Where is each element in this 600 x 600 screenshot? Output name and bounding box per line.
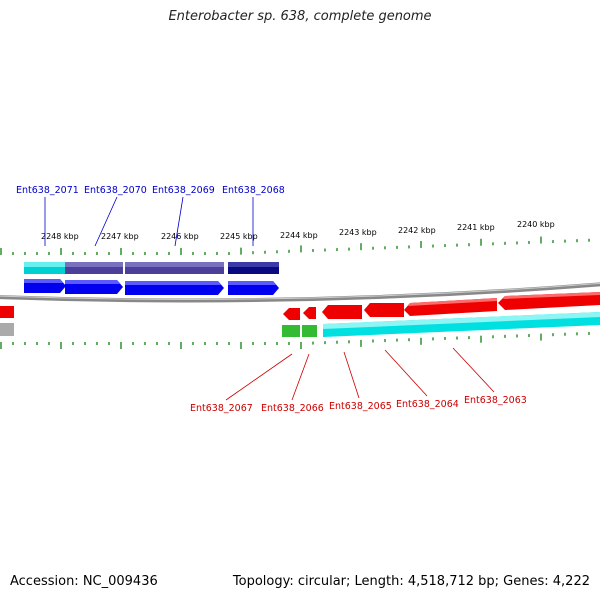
cog-bar-2066 bbox=[302, 325, 317, 337]
cog-bar-2065-2063-shine bbox=[323, 312, 600, 329]
genome-backbone bbox=[0, 282, 600, 303]
connector-2065 bbox=[343, 351, 360, 399]
gene-label-2070: Ent638_2070 bbox=[84, 185, 147, 196]
scale-label-2242: 2242 kbp bbox=[398, 226, 436, 235]
connector-2069 bbox=[174, 196, 184, 247]
scale-labels: 2248 kbp 2247 kbp 2246 kbp 2245 kbp 2244… bbox=[41, 220, 555, 241]
forward-genes bbox=[24, 279, 279, 295]
connector-2067 bbox=[225, 353, 293, 401]
cog-bars-reverse bbox=[282, 312, 600, 337]
cog-bar-2068-shine bbox=[228, 262, 279, 267]
gene-label-2063: Ent638_2063 bbox=[464, 395, 527, 406]
reverse-gene-shine-b bbox=[503, 292, 600, 299]
edge-features-left bbox=[0, 306, 14, 336]
edge-gene-red bbox=[0, 306, 14, 318]
gene-label-2069: Ent638_2069 bbox=[152, 185, 215, 196]
accession-text: Accession: NC_009436 bbox=[10, 574, 158, 589]
gene-labels: Ent638_2071 Ent638_2070 Ent638_2069 Ent6… bbox=[16, 185, 527, 414]
connector-2064 bbox=[384, 349, 428, 397]
connector-2070 bbox=[94, 196, 118, 247]
gene-label-2066: Ent638_2066 bbox=[261, 403, 324, 414]
scale-label-2240: 2240 kbp bbox=[517, 220, 555, 229]
scale-label-2243: 2243 kbp bbox=[339, 228, 377, 237]
cog-bars-forward bbox=[24, 262, 279, 274]
cog-bar-2070-shine bbox=[65, 262, 123, 267]
scale-label-2248: 2248 kbp bbox=[41, 232, 79, 241]
genome-summary: Topology: circular; Length: 4,518,712 bp… bbox=[232, 574, 590, 589]
genome-backbone-highlight bbox=[0, 282, 600, 300]
gene-label-2064: Ent638_2064 bbox=[396, 399, 459, 410]
gene-arrow-2070-shine bbox=[65, 280, 120, 284]
gene-label-2067: Ent638_2067 bbox=[190, 403, 253, 414]
label-connectors bbox=[44, 196, 495, 401]
scale-label-2246: 2246 kbp bbox=[161, 232, 199, 241]
edge-cog-gray bbox=[0, 323, 14, 336]
map-title: Enterobacter sp. 638, complete genome bbox=[168, 9, 432, 24]
scale-label-2241: 2241 kbp bbox=[457, 223, 495, 232]
cog-bar-2067 bbox=[282, 325, 300, 337]
connector-2063 bbox=[452, 347, 495, 393]
gene-arrow-2069-shine bbox=[125, 281, 221, 285]
scale-label-2245: 2245 kbp bbox=[220, 232, 258, 241]
reverse-genes bbox=[283, 292, 600, 320]
scale-label-2244: 2244 kbp bbox=[280, 231, 318, 240]
gene-arrow-2068-shine bbox=[228, 281, 276, 285]
gene-arrow-2065 bbox=[322, 305, 362, 319]
reverse-gene-shine bbox=[408, 298, 497, 306]
gene-arrow-2066 bbox=[303, 307, 316, 319]
cog-bar-2071-shine bbox=[24, 262, 65, 267]
connector-2066 bbox=[291, 353, 310, 401]
gene-arrow-2064 bbox=[364, 303, 404, 317]
cog-bar-2069-shine bbox=[125, 262, 224, 267]
gene-label-2068: Ent638_2068 bbox=[222, 185, 285, 196]
gene-label-2065: Ent638_2065 bbox=[329, 401, 392, 412]
scale-ticks-top bbox=[0, 236, 590, 255]
gene-arrow-2067 bbox=[283, 308, 300, 320]
gene-arrow-2071-shine bbox=[24, 279, 63, 283]
gene-label-2071: Ent638_2071 bbox=[16, 185, 79, 196]
scale-label-2247: 2247 kbp bbox=[101, 232, 139, 241]
scale-ticks-bottom bbox=[0, 331, 590, 349]
